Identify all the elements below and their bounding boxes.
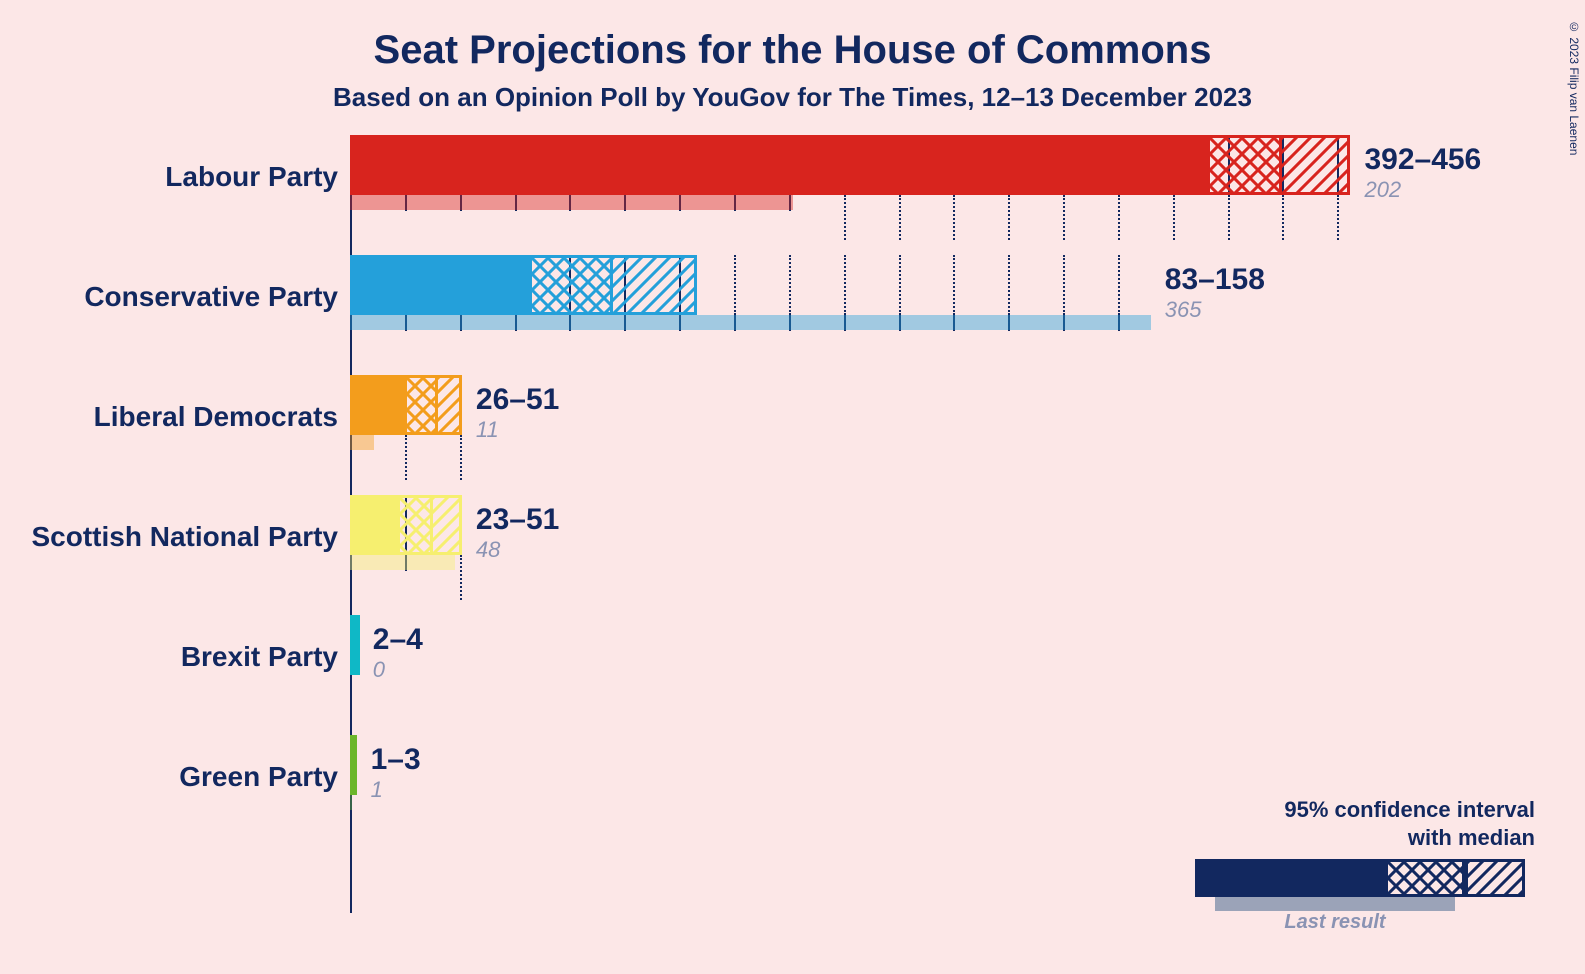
party-row: Labour Party392–456202: [350, 135, 1350, 255]
party-row: Conservative Party83–158365: [350, 255, 1350, 375]
bar-diagonal: [613, 255, 696, 315]
gridline: [734, 255, 736, 315]
range-label: 83–158: [1165, 263, 1265, 297]
gridline: [1063, 195, 1065, 240]
range-label: 1–3: [371, 743, 421, 777]
range-label: 392–456: [1364, 143, 1481, 177]
bar-solid: [350, 255, 532, 315]
party-label: Conservative Party: [84, 281, 338, 313]
gridline: [1008, 255, 1010, 315]
gridline: [844, 195, 846, 240]
party-row: Scottish National Party23–5148: [350, 495, 1350, 615]
range-label: 23–51: [476, 503, 559, 537]
legend-last-label: Last result: [1195, 911, 1475, 934]
gridline: [899, 255, 901, 315]
bar-crosshatch: [532, 255, 613, 315]
legend-solid-segment: [1195, 859, 1385, 897]
last-result-label: 0: [373, 657, 385, 683]
gridline: [1173, 195, 1175, 240]
bar-solid: [350, 135, 1210, 195]
bar-solid: [350, 375, 407, 435]
legend-title-line1: 95% confidence interval: [1284, 797, 1535, 822]
bar-diagonal: [357, 615, 360, 675]
bar-last-result: [350, 315, 1151, 330]
gridline: [789, 255, 791, 315]
legend-title-line2: with median: [1408, 825, 1535, 850]
legend-crosshatch-segment: [1385, 859, 1465, 897]
legend-last-bar: [1215, 897, 1455, 911]
bar-crosshatch: [400, 495, 433, 555]
legend-title: 95% confidence interval with median: [1195, 796, 1535, 851]
gridline: [1008, 195, 1010, 240]
gridline: [1282, 195, 1284, 240]
gridline: [460, 435, 462, 480]
bar-solid: [350, 495, 400, 555]
gridline: [844, 255, 846, 315]
gridline: [953, 255, 955, 315]
gridline: [405, 435, 407, 480]
chart-subtitle: Based on an Opinion Poll by YouGov for T…: [0, 82, 1585, 113]
last-result-label: 11: [476, 417, 499, 443]
gridline: [953, 195, 955, 240]
party-label: Liberal Democrats: [94, 401, 338, 433]
bar-crosshatch: [407, 375, 438, 435]
party-row: Brexit Party2–40: [350, 615, 1350, 735]
last-result-label: 202: [1364, 177, 1401, 203]
bar-diagonal: [433, 495, 462, 555]
last-result-label: 48: [476, 537, 500, 563]
gridline: [899, 195, 901, 240]
copyright: © 2023 Filip van Laenen: [1567, 20, 1581, 155]
bar-diagonal: [438, 375, 462, 435]
bar-last-result: [350, 795, 352, 810]
gridline: [1063, 255, 1065, 315]
bar-diagonal: [354, 735, 357, 795]
bar-last-result: [350, 435, 374, 450]
party-label: Scottish National Party: [31, 521, 338, 553]
bar-diagonal: [1282, 135, 1350, 195]
bar-last-result: [350, 555, 455, 570]
legend-bar: Last result: [1195, 859, 1535, 914]
gridline: [1118, 195, 1120, 240]
range-label: 26–51: [476, 383, 559, 417]
last-result-label: 1: [371, 777, 383, 803]
legend-diagonal-segment: [1465, 859, 1525, 897]
gridline: [1337, 195, 1339, 240]
last-result-label: 365: [1165, 297, 1202, 323]
party-label: Brexit Party: [181, 641, 338, 673]
party-label: Labour Party: [165, 161, 338, 193]
party-label: Green Party: [179, 761, 338, 793]
party-row: Liberal Democrats26–5111: [350, 375, 1350, 495]
chart-title: Seat Projections for the House of Common…: [0, 28, 1585, 73]
gridline: [1228, 195, 1230, 240]
bar-last-result: [350, 195, 793, 210]
range-label: 2–4: [373, 623, 423, 657]
gridline: [1118, 255, 1120, 315]
legend: 95% confidence interval with median Last…: [1195, 796, 1535, 914]
bar-crosshatch: [1210, 135, 1282, 195]
gridline: [460, 555, 462, 600]
